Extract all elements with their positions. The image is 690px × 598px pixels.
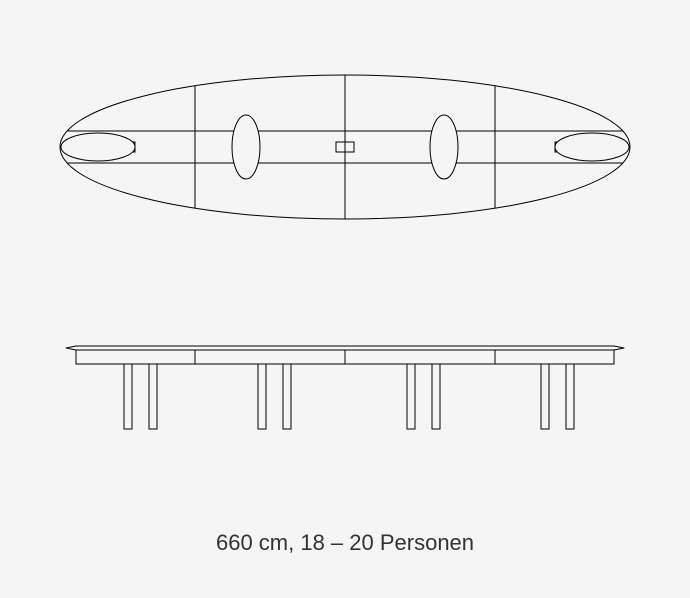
diagram-svg	[0, 0, 690, 598]
caption: 660 cm, 18 – 20 Personen	[0, 530, 690, 556]
technical-drawing: 660 cm, 18 – 20 Personen	[0, 0, 690, 598]
